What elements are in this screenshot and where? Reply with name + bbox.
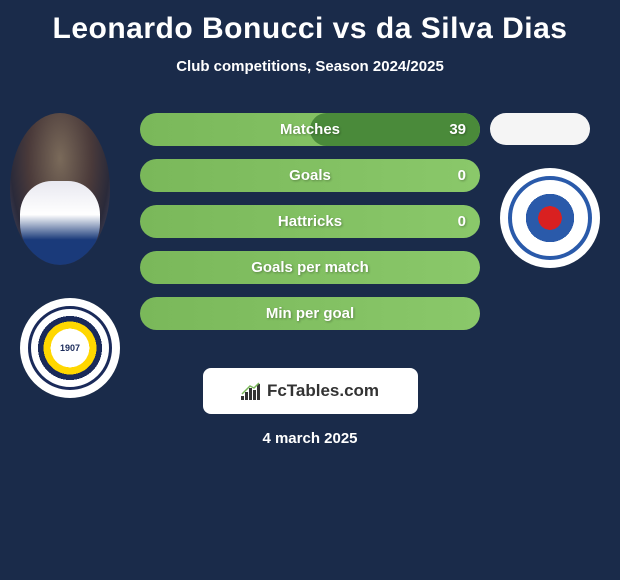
stat-label: Goals xyxy=(289,167,331,184)
page-title: Leonardo Bonucci vs da Silva Dias xyxy=(0,0,620,46)
stat-bar-goals: Goals 0 xyxy=(140,159,480,192)
stat-label: Matches xyxy=(280,121,340,138)
stat-label: Min per goal xyxy=(266,305,354,322)
player-left-photo xyxy=(10,113,110,265)
stat-bar-goals-per-match: Goals per match xyxy=(140,251,480,284)
stat-label: Hattricks xyxy=(278,213,342,230)
stat-value-right: 0 xyxy=(458,213,466,230)
player-right-photo xyxy=(490,113,590,145)
branding-badge[interactable]: FcTables.com xyxy=(203,368,418,414)
rangers-crest-icon xyxy=(508,176,592,260)
subtitle: Club competitions, Season 2024/2025 xyxy=(0,58,620,75)
fctables-logo-icon xyxy=(241,382,261,400)
stat-value-right: 0 xyxy=(458,167,466,184)
stat-bar-min-per-goal: Min per goal xyxy=(140,297,480,330)
branding-text: FcTables.com xyxy=(267,381,379,401)
stat-value-right: 39 xyxy=(449,121,466,138)
stat-bars: Matches 39 Goals 0 Hattricks 0 Goals per… xyxy=(140,113,480,330)
club-right-logo xyxy=(500,168,600,268)
club-left-logo: 1907 xyxy=(20,298,120,398)
stat-bar-hattricks: Hattricks 0 xyxy=(140,205,480,238)
date-text: 4 march 2025 xyxy=(0,430,620,447)
comparison-content: 1907 Matches 39 Goals 0 Hattricks 0 Goal… xyxy=(0,113,620,447)
fenerbahce-crest-icon: 1907 xyxy=(28,306,112,390)
stat-bar-matches: Matches 39 xyxy=(140,113,480,146)
stat-label: Goals per match xyxy=(251,259,369,276)
